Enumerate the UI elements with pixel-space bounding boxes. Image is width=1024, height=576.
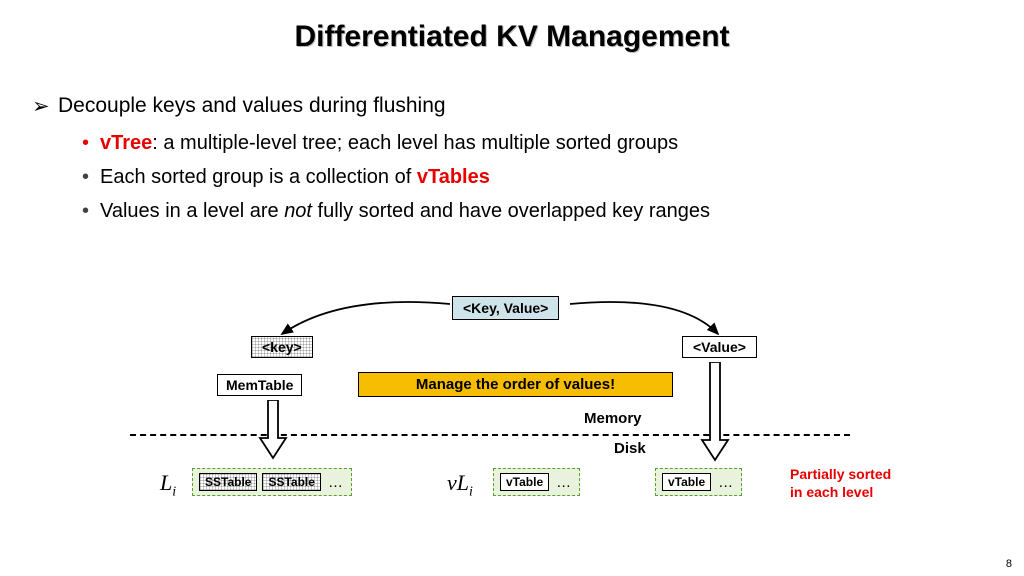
vtable-cell: vTable	[500, 473, 549, 491]
vL-sub: i	[469, 484, 473, 499]
memory-label: Memory	[584, 410, 642, 427]
memory-disk-divider	[130, 434, 850, 436]
disk-label: Disk	[614, 440, 646, 457]
vtable-cell: vTable	[662, 473, 711, 491]
vL-level-label: vLi	[447, 470, 473, 500]
slide-title: Differentiated KV Management	[0, 20, 1024, 54]
sub1-rest: : a multiple-level tree; each level has …	[152, 132, 678, 154]
dots: …	[326, 474, 345, 491]
note-line-2: in each level	[790, 484, 891, 502]
arrow-down-left-icon	[258, 400, 288, 460]
memtable-box: MemTable	[217, 374, 302, 396]
sub-bullet-3: Values in a level are not fully sorted a…	[100, 196, 710, 227]
sub-bullet-2: Each sorted group is a collection of vTa…	[100, 162, 710, 193]
sub3-a: Values in a level are	[100, 200, 284, 222]
sstable-cell: SSTable	[262, 473, 320, 491]
sub-bullet-1: vTree: a multiple-level tree; each level…	[100, 128, 710, 159]
key-box: <key>	[251, 336, 313, 358]
sub2-bold: vTables	[417, 166, 490, 188]
value-box: <Value>	[682, 336, 757, 358]
L-sub: i	[172, 484, 176, 499]
sub-bullets: vTree: a multiple-level tree; each level…	[100, 128, 710, 230]
dots: …	[554, 474, 573, 491]
arrow-down-right-icon	[700, 362, 730, 462]
note-line-1: Partially sorted	[790, 466, 891, 484]
sub3-italic: not	[284, 200, 317, 222]
keyvalue-box: <Key, Value>	[452, 296, 559, 320]
dots: …	[716, 474, 735, 491]
vtable-group-2: vTable …	[655, 468, 742, 496]
slide: Differentiated KV Management Decouple ke…	[0, 0, 1024, 576]
sstable-group: SSTable SSTable …	[192, 468, 352, 496]
sub2-prefix: Each sorted group is a collection of	[100, 166, 417, 188]
diagram-area: <Key, Value> <key> <Value> MemTable Mana…	[0, 296, 1024, 576]
vL-main: vL	[447, 470, 469, 495]
side-note: Partially sorted in each level	[790, 466, 891, 501]
sstable-cell: SSTable	[199, 473, 257, 491]
sub3-b: fully sorted and have overlapped key ran…	[318, 200, 710, 222]
L-level-label: Li	[160, 470, 176, 500]
L-main: L	[160, 470, 172, 495]
page-number: 8	[1006, 558, 1012, 570]
manage-banner: Manage the order of values!	[358, 372, 673, 397]
sub1-prefix: vTree	[100, 132, 152, 154]
vtable-group-1: vTable …	[493, 468, 580, 496]
main-bullet: Decouple keys and values during flushing	[58, 94, 446, 118]
